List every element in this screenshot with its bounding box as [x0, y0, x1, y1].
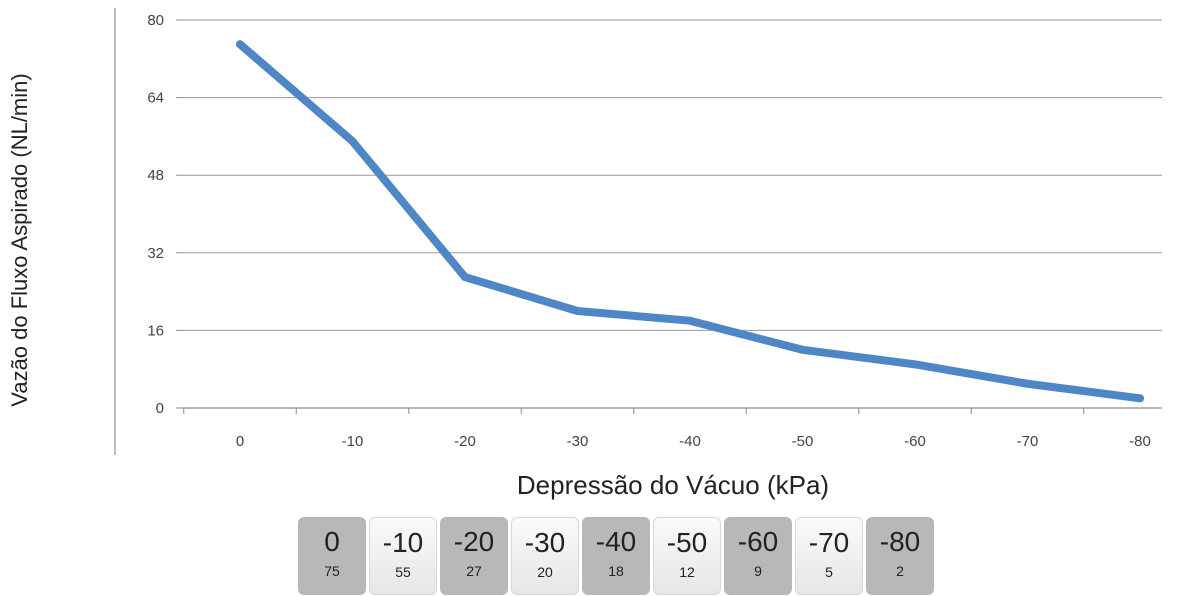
value-cell-x: -30 — [524, 527, 566, 558]
value-cell-y: 18 — [608, 563, 624, 579]
value-cell-x: -40 — [595, 526, 637, 557]
x-tick-label: -30 — [567, 433, 589, 450]
y-tick-labels: 0 16 32 48 64 80 — [147, 12, 164, 417]
data-point — [798, 345, 807, 354]
x-tick-label: -40 — [679, 433, 701, 450]
value-cell-y: 20 — [537, 564, 553, 580]
x-tick-label: -50 — [792, 433, 814, 450]
data-point — [461, 273, 469, 282]
value-cell-x: -50 — [666, 527, 708, 558]
value-cell-x: -60 — [737, 526, 779, 557]
value-cell-x: -10 — [382, 527, 424, 558]
data-point — [686, 316, 694, 325]
y-tick-label: 32 — [147, 245, 164, 262]
x-tick-label: 0 — [236, 433, 244, 450]
value-table: 0 75 -10 55 -20 27 -30 20 -40 18 -50 12 -60 9 -70 5 -80 2 — [298, 517, 934, 595]
value-cell-x: 0 — [324, 526, 340, 557]
x-tick-label: -80 — [1129, 433, 1151, 450]
x-axis-title: Depressão do Vácuo (kPa) — [516, 470, 830, 500]
data-point — [911, 360, 919, 369]
value-cell-y: 9 — [754, 563, 762, 579]
value-cell: -60 9 — [724, 517, 792, 595]
value-cell-y: 55 — [395, 564, 411, 580]
value-cell-y: 12 — [679, 564, 695, 580]
x-tick-label: -70 — [1017, 433, 1039, 450]
x-tick-label: -20 — [454, 433, 476, 450]
value-cell: 0 75 — [298, 517, 366, 595]
data-point — [348, 137, 357, 146]
value-cell: -20 27 — [440, 517, 508, 595]
y-tick-label: 0 — [156, 400, 164, 417]
x-tick-labels: 0 -10 -20 -30 -40 -50 -60 -70 -80 — [236, 433, 1151, 450]
line-chart: 0 16 32 48 64 80 0 -10 -20 -30 -40 -50 -60 -70 -80 — [114, 8, 1162, 455]
y-tick-label: 48 — [147, 167, 164, 184]
value-cell-y: 5 — [825, 564, 833, 580]
y-tick-label: 64 — [147, 90, 164, 107]
value-cell-x: -20 — [453, 526, 495, 557]
data-point — [1023, 379, 1032, 388]
value-cell: -30 20 — [511, 517, 579, 595]
value-cell: -10 55 — [369, 517, 437, 595]
value-cell-x: -80 — [879, 526, 921, 557]
value-cell-y: 75 — [324, 563, 340, 579]
value-cell-x: -70 — [808, 527, 850, 558]
gridlines — [182, 19, 1162, 331]
data-point — [236, 40, 244, 49]
y-tick-label: 16 — [147, 322, 164, 339]
value-cell-y: 2 — [896, 563, 904, 579]
value-cell: -70 5 — [795, 517, 863, 595]
value-cell: -80 2 — [866, 517, 934, 595]
axes — [114, 8, 1162, 455]
value-cell: -50 12 — [653, 517, 721, 595]
value-cell: -40 18 — [582, 517, 650, 595]
data-point — [1136, 394, 1144, 403]
series-layer — [236, 40, 1144, 403]
x-tick-label: -60 — [904, 433, 926, 450]
x-tick-label: -10 — [342, 433, 364, 450]
y-tick-label: 80 — [147, 12, 164, 29]
data-point — [573, 307, 582, 315]
value-cell-y: 27 — [466, 563, 482, 579]
